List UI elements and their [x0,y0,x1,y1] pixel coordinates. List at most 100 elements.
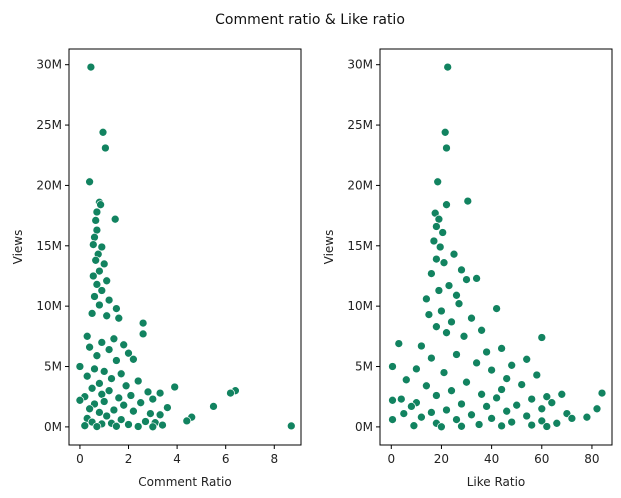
comment-ratio-point-20 [97,286,107,295]
like-ratio-point-5 [442,200,451,210]
comment-ratio-y-tick-label-4: 20M [36,178,62,192]
like-ratio-point-49 [401,375,411,385]
like-ratio-point-94 [542,422,552,431]
comment-ratio-point-40 [75,362,85,371]
comment-ratio-point-9 [92,225,102,235]
comment-ratio-point-14 [91,255,101,265]
like-ratio-point-31 [442,328,451,338]
comment-ratio-point-71 [95,408,104,417]
like-ratio-point-2 [442,143,451,153]
like-ratio-point-81 [567,414,577,423]
like-ratio-point-82 [487,414,496,423]
like-ratio-point-1 [440,127,450,137]
comment-ratio-point-35 [104,345,114,354]
comment-ratio-point-50 [87,383,97,393]
comment-ratio-point-32 [97,338,107,347]
comment-ratio-point-56 [97,389,107,399]
comment-ratio-point-16 [95,266,104,276]
like-ratio-point-42 [388,362,397,371]
like-ratio-point-16 [427,269,436,278]
like-ratio-point-10 [429,236,439,246]
comment-ratio-point-48 [121,381,131,391]
comment-ratio-point-22 [104,295,114,305]
comment-ratio-point-38 [129,354,138,364]
comment-ratio-y-tick-label-6: 30M [36,58,62,72]
like-ratio-point-33 [459,331,469,341]
comment-ratio-point-41 [90,364,99,374]
like-ratio-point-25 [437,306,446,316]
like-ratio-point-11 [435,242,445,252]
comment-ratio-point-10 [90,232,99,242]
like-ratio-point-92 [497,421,506,431]
like-ratio-point-79 [582,412,592,422]
like-ratio-point-24 [492,304,501,313]
comment-ratio-point-88 [112,421,121,431]
like-ratio-axes-frame [379,48,613,446]
like-ratio-point-62 [388,395,397,405]
like-ratio-point-58 [477,389,486,399]
comment-ratio-point-37 [92,351,102,361]
like-ratio-y-tick-label-1: 5M [355,360,373,374]
comment-ratio-point-15 [99,259,109,269]
like-ratio-point-27 [467,313,476,323]
like-ratio-y-axis-label: Views [322,230,336,265]
comment-ratio-point-17 [88,271,98,281]
like-ratio-point-3 [433,177,443,187]
like-ratio-point-19 [444,281,454,290]
like-ratio-point-32 [537,333,547,342]
like-ratio-y-tick-label-6: 30M [347,58,373,72]
like-ratio-point-34 [394,339,404,348]
like-ratio-point-85 [537,416,547,426]
like-ratio-point-76 [399,409,409,418]
comment-ratio-point-65 [119,400,129,410]
like-ratio-y-tick-label-5: 25M [347,118,373,132]
like-ratio-point-45 [487,365,496,375]
comment-ratio-point-61 [75,395,85,405]
like-ratio-point-18 [462,275,471,284]
like-ratio-point-13 [432,254,441,264]
like-ratio-point-22 [422,294,431,304]
comment-ratio-point-31 [109,334,119,344]
like-ratio-point-26 [424,310,434,319]
comment-ratio-point-21 [90,292,99,301]
like-ratio-y-tick-label-2: 10M [347,299,373,313]
comment-ratio-point-27 [114,313,124,323]
like-ratio-y-tick-label-4: 20M [347,178,373,192]
comment-ratio-point-86 [80,421,90,431]
like-ratio-y-tick-label-0: 0M [355,420,373,434]
like-ratio-point-95 [437,422,446,432]
comment-ratio-point-24 [112,304,121,313]
comment-ratio-x-tick-label-4: 8 [270,452,278,466]
comment-ratio-y-tick-label-1: 5M [44,360,62,374]
comment-ratio-point-69 [109,405,119,415]
comment-ratio-point-66 [209,402,218,411]
comment-ratio-point-12 [97,242,107,252]
comment-ratio-point-23 [95,300,104,310]
comment-ratio-point-44 [82,371,92,381]
like-ratio-scatter-panel: 0 20 40 60 80 0M 5M 10M 15M 20M 25M 30M Like Ratio… [322,48,613,489]
comment-ratio-point-29 [138,329,148,339]
like-ratio-point-12 [449,249,459,259]
comment-ratio-point-36 [124,348,133,358]
comment-ratio-point-78 [182,416,192,426]
comment-ratio-point-2 [101,143,110,153]
comment-ratio-point-72 [146,409,155,418]
comment-ratio-x-tick-label-3: 6 [222,452,230,466]
like-ratio-point-55 [497,385,506,394]
like-ratio-point-66 [457,399,466,409]
like-ratio-point-28 [447,317,456,327]
comment-ratio-point-30 [82,331,92,341]
like-ratio-point-73 [502,406,512,416]
comment-ratio-point-89 [133,422,143,431]
comment-ratio-point-28 [138,318,148,328]
like-ratio-point-83 [388,415,397,424]
like-ratio-point-29 [432,322,441,332]
like-ratio-point-35 [497,344,506,353]
like-ratio-point-86 [507,417,517,427]
comment-ratio-point-7 [92,207,102,217]
comment-ratio-x-ticks: 0 2 4 6 8 [76,445,278,466]
comment-ratio-point-33 [119,340,129,350]
comment-ratio-point-5 [96,200,105,210]
